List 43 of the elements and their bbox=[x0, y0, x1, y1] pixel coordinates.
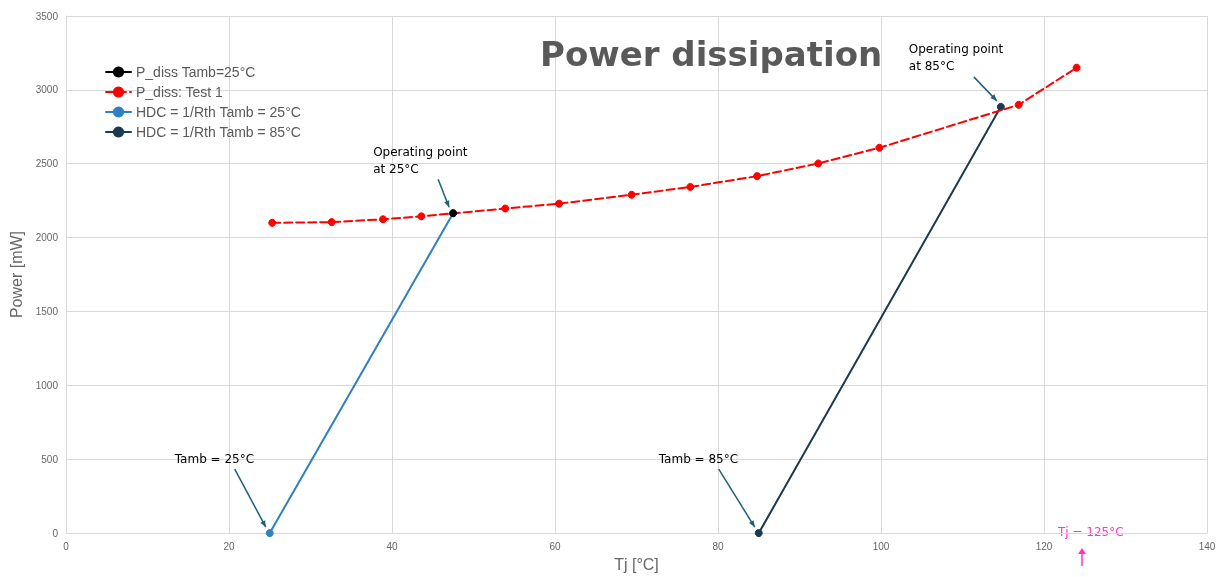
annotation: Operating point at 85°C bbox=[908, 42, 1004, 74]
point bbox=[814, 159, 823, 168]
x-axis-title: Tj [°C] bbox=[614, 555, 659, 573]
x-tick-label: 80 bbox=[712, 540, 724, 552]
annotation: Tamb = 25°C bbox=[173, 451, 255, 466]
y-tick-label: 3000 bbox=[35, 84, 59, 96]
y-tick-label: 3500 bbox=[35, 10, 59, 22]
annotation: Tamb = 85°C bbox=[657, 451, 739, 466]
point bbox=[268, 218, 277, 227]
annotation: Operating point at 25°C bbox=[373, 144, 468, 176]
x-tick-label: 60 bbox=[549, 540, 561, 552]
x-tick-label: 100 bbox=[872, 540, 890, 552]
x-tick-label: 120 bbox=[1035, 540, 1053, 552]
text: Power dissipation bbox=[540, 34, 883, 74]
point bbox=[555, 199, 564, 208]
point bbox=[1014, 100, 1023, 109]
y-tick-label: 0 bbox=[52, 527, 59, 539]
y-tick-label: 1000 bbox=[35, 379, 59, 391]
point bbox=[875, 143, 884, 152]
point bbox=[627, 190, 636, 199]
point bbox=[501, 204, 510, 213]
point bbox=[996, 102, 1005, 111]
point bbox=[753, 172, 762, 181]
legend-label: P_diss: Test 1 bbox=[136, 84, 224, 100]
y-tick-label: 2000 bbox=[35, 232, 59, 244]
x-tick-label: 140 bbox=[1198, 540, 1216, 552]
x-tick-label: 40 bbox=[386, 540, 398, 552]
legend-label: HDC = 1/Rth Tamb = 85°C bbox=[136, 124, 301, 140]
x-tick-label: 20 bbox=[223, 540, 235, 552]
y-tick-label: 2500 bbox=[35, 158, 59, 170]
point bbox=[417, 212, 426, 221]
point bbox=[327, 218, 336, 227]
point bbox=[265, 529, 274, 538]
y-tick-label: 1500 bbox=[35, 305, 59, 317]
point bbox=[754, 529, 763, 538]
y-axis-title: Power [mW] bbox=[8, 230, 26, 319]
point bbox=[1072, 63, 1081, 72]
x-tick-label: 0 bbox=[63, 540, 70, 552]
y-tick-label: 500 bbox=[41, 453, 59, 465]
legend-label: HDC = 1/Rth Tamb = 25°C bbox=[136, 104, 301, 120]
point bbox=[379, 215, 388, 224]
legend-label: P_diss Tamb=25°C bbox=[136, 64, 256, 80]
point bbox=[686, 182, 695, 191]
